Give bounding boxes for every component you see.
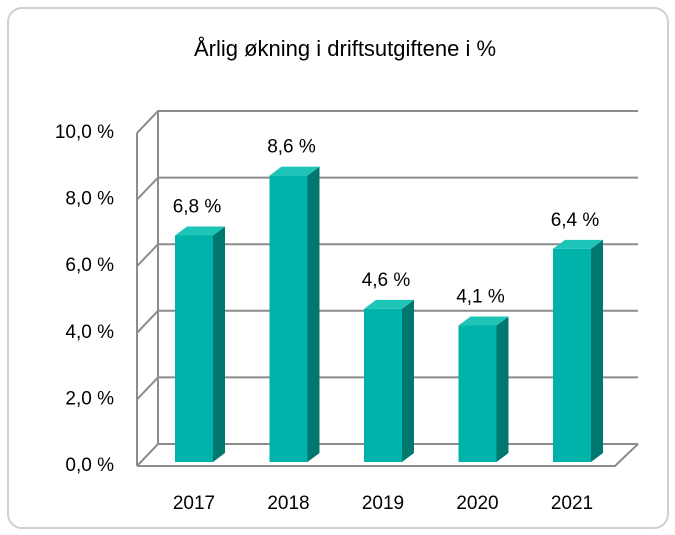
x-tick-label: 2017 bbox=[173, 493, 215, 514]
y-tick-label: 6,0 % bbox=[65, 255, 114, 276]
y-tick-label: 4,0 % bbox=[65, 322, 114, 343]
bar-top bbox=[553, 239, 603, 249]
x-tick-label: 2018 bbox=[267, 493, 309, 514]
bar-side bbox=[307, 166, 320, 462]
bar-front bbox=[458, 325, 497, 462]
y-tick-label: 8,0 % bbox=[65, 189, 114, 210]
value-label: 4,1 % bbox=[456, 286, 505, 307]
y-tick-label: 10,0 % bbox=[55, 122, 114, 143]
bar bbox=[553, 239, 603, 462]
bar-side bbox=[591, 239, 603, 462]
bar-front bbox=[553, 248, 591, 462]
bar bbox=[269, 166, 320, 462]
bar-top bbox=[364, 299, 414, 309]
bar bbox=[364, 299, 414, 462]
x-tick-label: 2020 bbox=[456, 493, 498, 514]
grid-line bbox=[136, 309, 638, 334]
x-tick-label: 2019 bbox=[362, 493, 404, 514]
value-label: 8,6 % bbox=[267, 137, 316, 158]
floor bbox=[137, 443, 639, 467]
bar-side bbox=[496, 316, 509, 462]
grid-line bbox=[136, 176, 638, 201]
bar-side bbox=[213, 226, 225, 462]
bar-top bbox=[458, 316, 509, 326]
bar-side bbox=[402, 299, 414, 462]
chart-title: Årlig økning i driftsutgiftene i % bbox=[194, 36, 496, 61]
x-tick-label: 2021 bbox=[551, 493, 593, 514]
grid-line bbox=[136, 243, 638, 267]
value-label: 6,4 % bbox=[551, 210, 600, 231]
bar bbox=[175, 226, 225, 462]
bar bbox=[458, 316, 509, 462]
grid-line bbox=[136, 110, 638, 134]
bar-front bbox=[364, 308, 402, 462]
y-tick-label: 0,0 % bbox=[65, 455, 114, 476]
value-label: 4,6 % bbox=[362, 270, 411, 291]
bar-front bbox=[175, 235, 213, 462]
bar-front bbox=[269, 175, 308, 462]
bar-top bbox=[175, 226, 225, 236]
bar-top bbox=[269, 166, 320, 176]
value-label: 6,8 % bbox=[173, 197, 222, 218]
y-tick-label: 2,0 % bbox=[65, 388, 114, 409]
